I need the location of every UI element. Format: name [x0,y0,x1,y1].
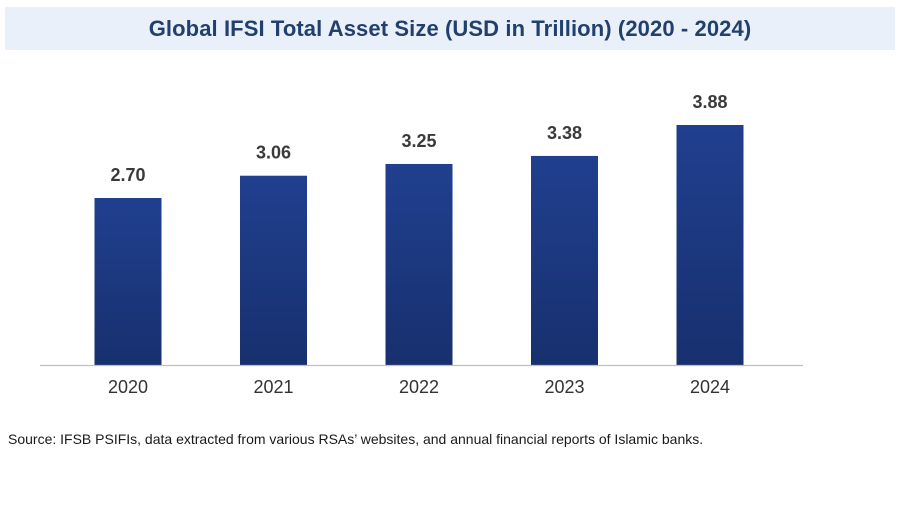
source-note: Source: IFSB PSIFIs, data extracted from… [8,431,704,447]
data-label-2020: 2.70 [110,165,145,185]
bar-2021 [240,175,307,365]
chart-title: Global IFSI Total Asset Size (USD in Tri… [148,15,752,41]
x-tick-label-2023: 2023 [544,377,584,397]
bar-2024 [676,125,744,365]
data-label-2022: 3.25 [401,131,436,151]
bar-2020 [94,197,162,365]
x-tick-label-2020: 2020 [108,377,148,397]
chart-title-banner: Global IFSI Total Asset Size (USD in Tri… [5,7,895,50]
data-label-2023: 3.38 [547,123,582,143]
x-tick-label-2022: 2022 [399,377,439,397]
bar-chart: 2.70 2020 3.06 2021 3.25 2022 3.38 2023 3.88 2024 [40,92,803,397]
bar-2023 [531,155,598,365]
x-tick-label-2021: 2021 [253,377,293,397]
data-label-2021: 3.06 [256,143,291,163]
bar-2022 [385,163,453,365]
x-tick-label-2024: 2024 [690,377,730,397]
data-label-2024: 3.88 [692,92,727,112]
